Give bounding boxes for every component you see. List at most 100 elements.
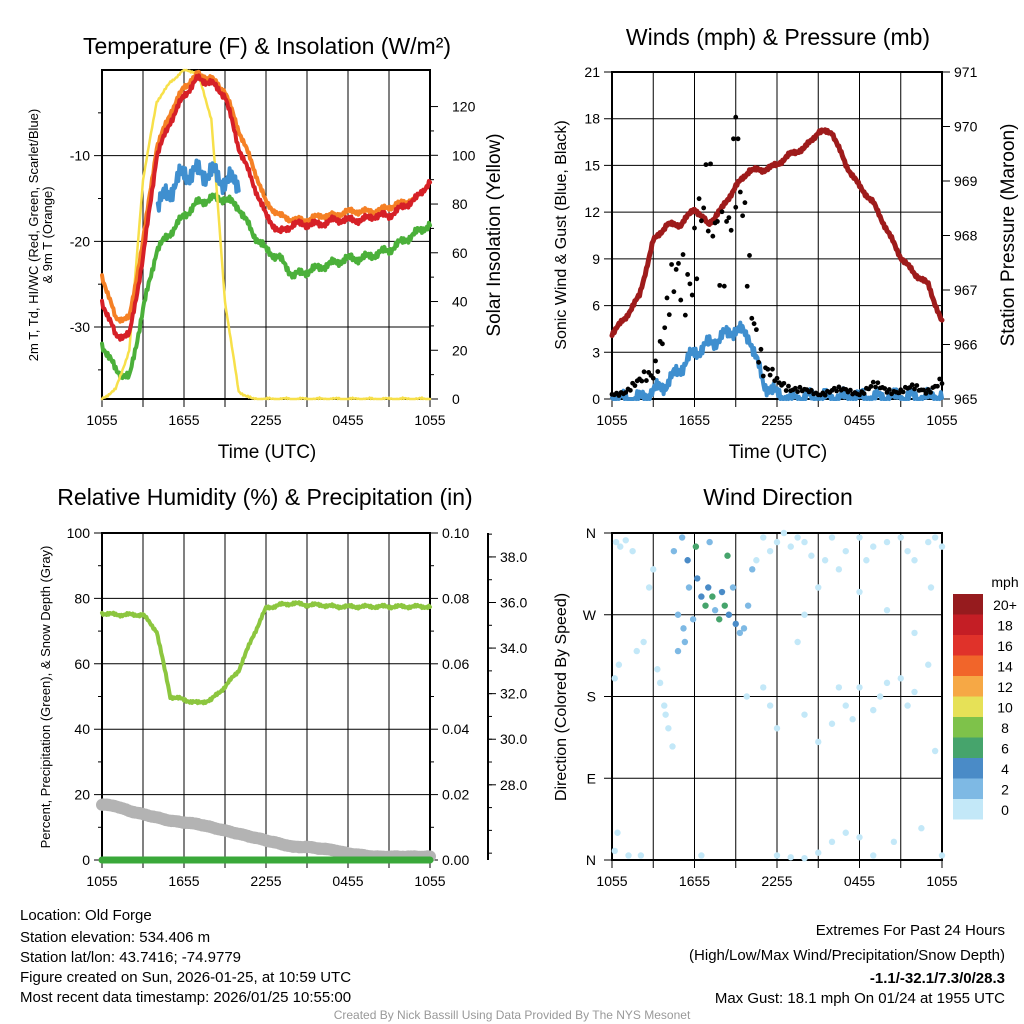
legend-label: 6 <box>1001 741 1009 757</box>
gust-point <box>914 383 920 388</box>
rh-x-tick-label: 1655 <box>168 873 199 889</box>
wdir-y-tick-label: N <box>586 852 596 868</box>
wind-direction-point <box>801 611 808 618</box>
wind-direction-point <box>662 711 669 718</box>
rh-y-tick-label: 20 <box>74 787 90 803</box>
wind-direction-point <box>685 584 693 591</box>
wind-direction-point <box>911 629 918 637</box>
wind-direction-point <box>931 747 939 755</box>
legend-label: 10 <box>997 700 1013 716</box>
wind-direction-point <box>611 847 618 855</box>
gust-point <box>687 281 693 287</box>
footer-location: Location: Old Forge <box>20 907 152 924</box>
wind-direction-point <box>736 629 744 637</box>
wind-direction-point <box>702 602 709 609</box>
temp-y2-tick-label: 40 <box>452 294 468 310</box>
wind-direction-point <box>897 534 904 541</box>
gust-point <box>643 378 649 383</box>
gust-point <box>627 387 633 393</box>
rh-y-tick-label: 40 <box>74 721 90 737</box>
temp-y2-tick-label: 60 <box>452 245 468 261</box>
gust-point <box>923 390 929 396</box>
gust-point <box>756 359 762 365</box>
wind-direction-point <box>842 702 849 709</box>
gust-point <box>758 346 764 352</box>
gust-point <box>808 387 814 393</box>
wind-direction-point <box>856 534 863 541</box>
snow-y-tick-label: 34.0 <box>500 640 527 656</box>
wind-direction-point <box>622 537 629 544</box>
gust-point <box>783 388 789 393</box>
gust-point <box>731 136 736 142</box>
snow-y-tick-label: 32.0 <box>500 686 527 702</box>
temp-x-tick-label: 2255 <box>250 412 281 428</box>
wind-direction-point <box>938 852 946 859</box>
gust-point <box>701 205 707 211</box>
wind-direction-point <box>766 702 774 709</box>
wind-y2-tick-label: 969 <box>954 173 978 189</box>
gust-point <box>682 312 688 318</box>
snow-y-tick-label: 30.0 <box>500 731 527 747</box>
wind-direction-point <box>773 852 781 859</box>
wdir-y-tick-label: S <box>587 689 596 705</box>
temp-y-axis-label: 2m T, Td, HI/WC (Red, Green, Scarlet/Blu… <box>26 109 41 361</box>
wind-direction-point <box>876 693 884 700</box>
snow-y-tick-label: 38.0 <box>500 549 527 565</box>
wind-direction-point <box>729 584 737 591</box>
wind-direction-point <box>724 552 731 559</box>
rh-y-tick-label: 0 <box>82 852 90 868</box>
wind-direction-point <box>718 588 726 596</box>
wind-direction-point <box>801 854 808 862</box>
legend-swatch <box>953 696 983 717</box>
gust-point <box>760 373 766 379</box>
wind-direction-point <box>615 661 623 668</box>
wind-direction-point <box>787 854 794 861</box>
rh-y-axis-label: Percent, Precipitation (Green), & Snow D… <box>38 546 53 849</box>
gust-point <box>698 218 704 224</box>
legend-swatch <box>953 799 983 820</box>
wind-y-tick-label: 0 <box>592 391 600 407</box>
legend-label: 12 <box>997 679 1013 695</box>
gust-point <box>765 366 771 372</box>
rh-x-tick-label: 0455 <box>332 873 363 889</box>
legend-label: 4 <box>1001 761 1009 777</box>
wind-x-tick-label: 1055 <box>926 412 957 428</box>
wind-y2-tick-label: 968 <box>954 228 978 244</box>
wdir-x-tick-label: 2255 <box>761 873 792 889</box>
max-gust: Max Gust: 18.1 mph On 01/24 at 1955 UTC <box>715 990 1005 1007</box>
wind-direction-point <box>694 575 701 582</box>
temp-y2-tick-label: 120 <box>452 99 476 115</box>
wind-direction-point <box>897 675 904 682</box>
gust-point <box>868 384 874 389</box>
wind-direction-point <box>640 638 647 646</box>
gust-point <box>632 383 638 388</box>
wind-direction-point <box>849 716 856 723</box>
legend-swatch <box>953 676 983 697</box>
temp-x-tick-label: 1055 <box>86 412 117 428</box>
wind-direction-point <box>760 684 767 691</box>
gust-point <box>909 382 915 388</box>
snow-depth-line <box>96 798 436 864</box>
wind-direction-point <box>654 666 661 673</box>
legend-swatch <box>953 614 983 635</box>
gust-point <box>726 215 732 221</box>
gust-point <box>664 295 670 301</box>
wind-direction-point <box>883 679 891 687</box>
wind-direction-point <box>611 675 618 682</box>
footer-elevation: Station elevation: 534.406 m <box>20 929 210 946</box>
wind-y-tick-label: 3 <box>592 344 600 360</box>
wind-direction-point <box>773 538 781 546</box>
wdir-x-tick-label: 1055 <box>596 873 627 889</box>
legend-label: 18 <box>997 618 1013 634</box>
wind-direction-point <box>787 543 794 550</box>
wind-x-tick-label: 1655 <box>679 412 710 428</box>
wdir-y-axis-label: Direction (Colored By Speed) <box>553 593 570 801</box>
wind-direction-point <box>794 638 801 646</box>
gust-point <box>692 225 697 231</box>
precip-y-tick-label: 0.04 <box>442 721 469 737</box>
wind-direction-point <box>870 543 877 550</box>
wind-direction-point <box>753 557 760 564</box>
rh-panel-title: Relative Humidity (%) & Precipitation (i… <box>57 484 472 510</box>
legend-label: 0 <box>1001 802 1009 818</box>
precip-y-tick-label: 0.10 <box>442 525 469 541</box>
